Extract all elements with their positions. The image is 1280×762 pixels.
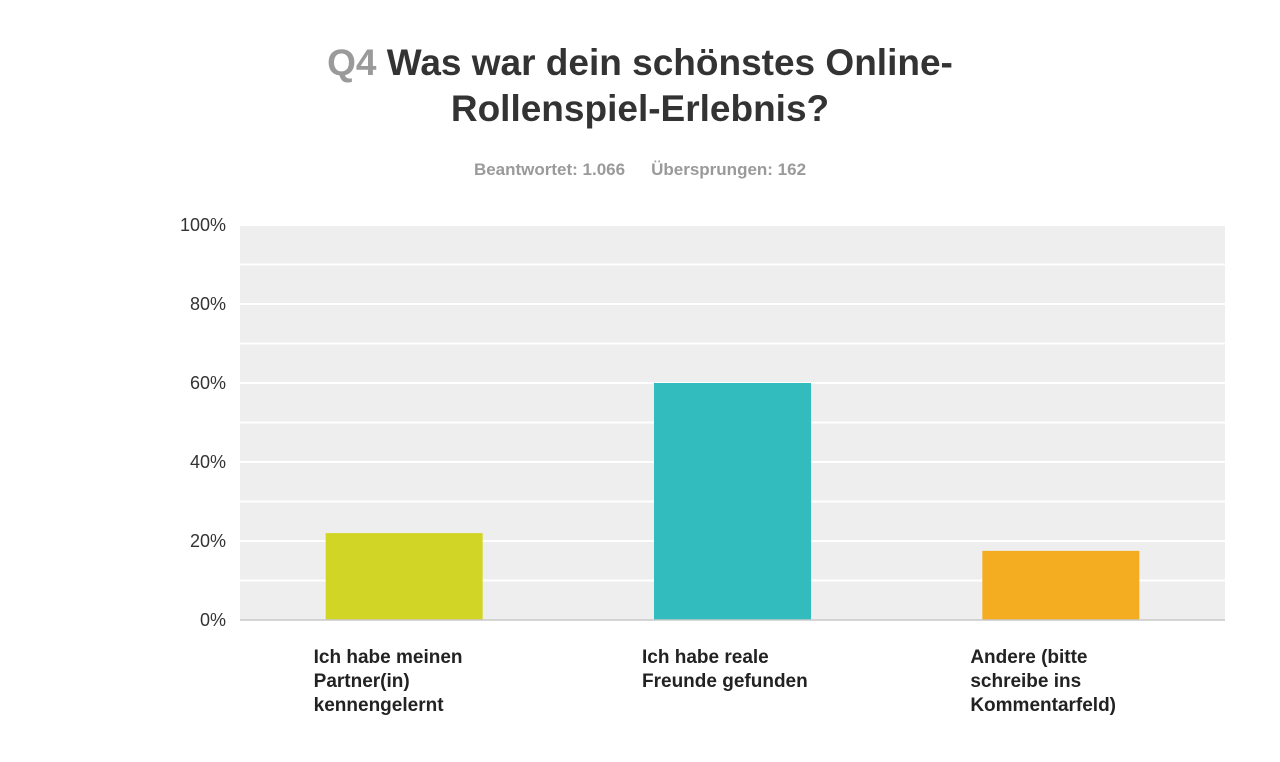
bar [982,550,1140,620]
x-category-label: Andere (bitte schreibe ins Kommentarfeld… [970,647,1117,716]
x-category-label: Ich habe meinen Partner(in) kennengelern… [313,647,463,716]
y-tick-label: 20% [190,531,226,551]
x-category-label: Ich habe reale Freunde gefunden [642,647,808,692]
y-tick-label: 40% [190,452,226,472]
y-tick-label: 100% [180,215,226,235]
chart-title: Q4 Was war dein schönstes Online- Rollen… [290,40,990,132]
y-tick-label: 0% [200,610,226,630]
y-tick-label: 60% [190,373,226,393]
title-line-1: Was war dein schönstes Online- [386,42,953,83]
y-axis: 0% 20% 40% 60% 80% 100% [180,215,226,630]
response-stats: Beantwortet: 1.066 Übersprungen: 162 [390,160,890,180]
bars [325,383,1140,620]
bar [654,383,811,620]
answered-count: Beantwortet: 1.066 [473,160,626,179]
bar [325,533,483,620]
title-line-2: Rollenspiel-Erlebnis? [450,88,830,129]
question-number: Q4 [327,42,377,83]
skipped-count: Übersprungen: 162 [651,160,807,179]
y-tick-label: 80% [190,294,226,314]
